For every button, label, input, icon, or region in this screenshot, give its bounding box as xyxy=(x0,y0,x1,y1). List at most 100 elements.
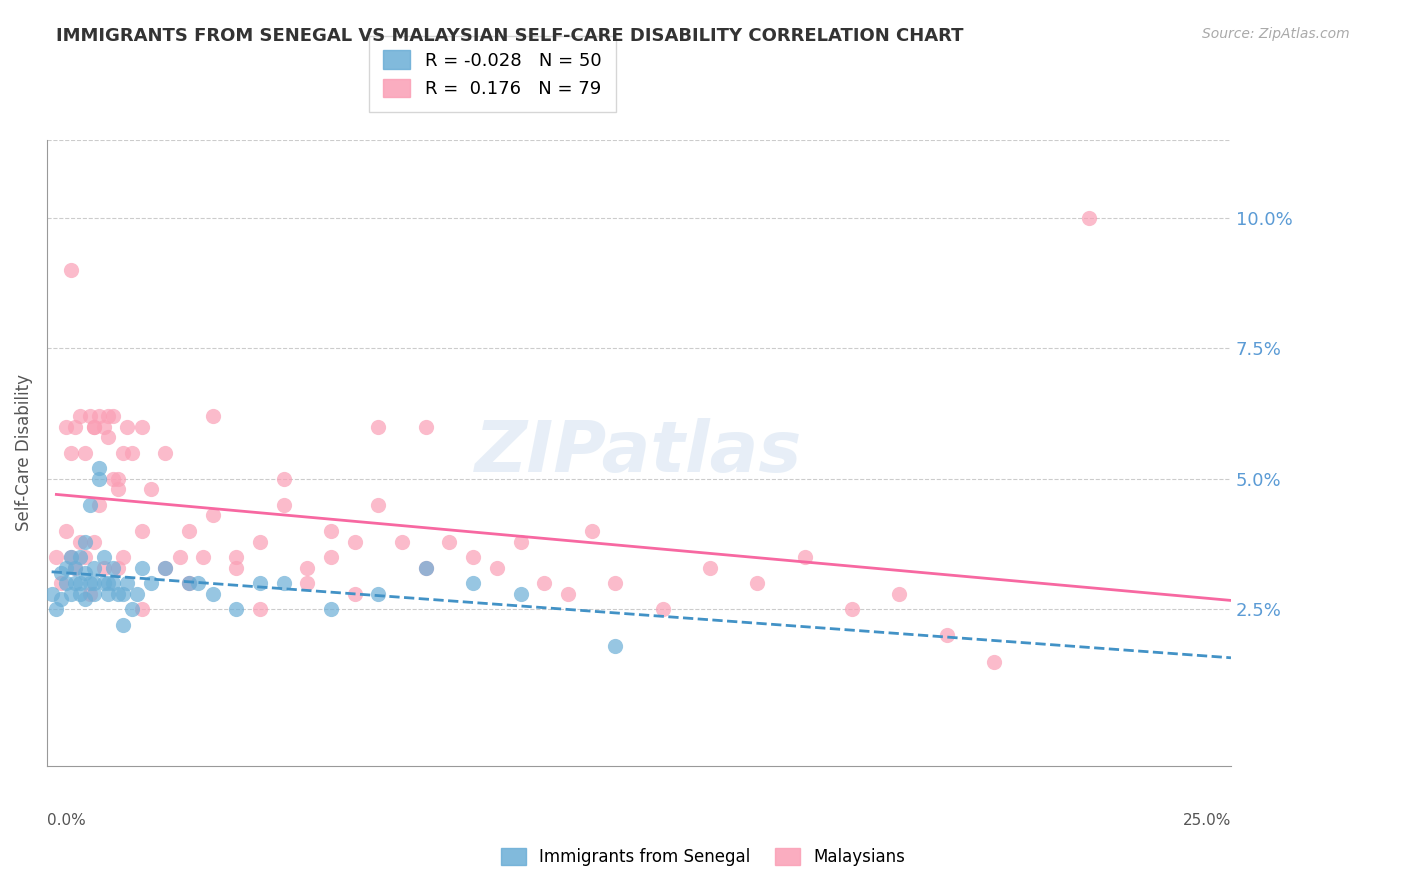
Point xyxy=(103,560,125,574)
Point xyxy=(139,576,162,591)
Point xyxy=(73,591,96,606)
Point xyxy=(841,602,863,616)
Point xyxy=(509,587,531,601)
Point xyxy=(557,587,579,601)
Point xyxy=(111,446,134,460)
Point xyxy=(485,560,508,574)
Point xyxy=(201,587,224,601)
Point xyxy=(107,483,129,497)
Point xyxy=(59,587,82,601)
Point xyxy=(225,602,247,616)
Point xyxy=(93,576,115,591)
Point xyxy=(59,550,82,565)
Point xyxy=(83,419,105,434)
Point xyxy=(83,576,105,591)
Point xyxy=(73,566,96,580)
Point xyxy=(983,655,1005,669)
Text: IMMIGRANTS FROM SENEGAL VS MALAYSIAN SELF-CARE DISABILITY CORRELATION CHART: IMMIGRANTS FROM SENEGAL VS MALAYSIAN SEL… xyxy=(56,27,963,45)
Point xyxy=(97,587,120,601)
Text: 25.0%: 25.0% xyxy=(1182,813,1232,828)
Point xyxy=(273,498,295,512)
Point xyxy=(581,524,603,538)
Point xyxy=(319,524,342,538)
Legend: Immigrants from Senegal, Malaysians: Immigrants from Senegal, Malaysians xyxy=(492,840,914,875)
Point xyxy=(249,534,271,549)
Point xyxy=(49,591,72,606)
Point xyxy=(97,430,120,444)
Point xyxy=(87,409,110,424)
Point xyxy=(55,419,77,434)
Point xyxy=(319,550,342,565)
Point xyxy=(121,602,143,616)
Point xyxy=(177,576,200,591)
Point xyxy=(343,587,366,601)
Text: 0.0%: 0.0% xyxy=(46,813,86,828)
Point xyxy=(249,602,271,616)
Point xyxy=(155,560,177,574)
Point xyxy=(935,628,957,642)
Text: ZIPatlas: ZIPatlas xyxy=(475,418,803,487)
Point xyxy=(73,446,96,460)
Point xyxy=(297,560,319,574)
Legend: R = -0.028   N = 50, R =  0.176   N = 79: R = -0.028 N = 50, R = 0.176 N = 79 xyxy=(368,36,616,112)
Point xyxy=(605,639,627,653)
Point xyxy=(87,498,110,512)
Point xyxy=(605,576,627,591)
Point xyxy=(187,576,209,591)
Point xyxy=(59,263,82,277)
Point xyxy=(225,560,247,574)
Point xyxy=(79,498,101,512)
Point xyxy=(509,534,531,549)
Point xyxy=(463,550,485,565)
Text: Source: ZipAtlas.com: Source: ZipAtlas.com xyxy=(1202,27,1350,41)
Point xyxy=(367,498,389,512)
Point xyxy=(111,587,134,601)
Point xyxy=(367,587,389,601)
Point xyxy=(107,472,129,486)
Point xyxy=(83,587,105,601)
Point xyxy=(131,419,153,434)
Point xyxy=(45,602,67,616)
Point xyxy=(125,587,148,601)
Point xyxy=(79,587,101,601)
Point xyxy=(87,472,110,486)
Point xyxy=(201,409,224,424)
Point xyxy=(131,602,153,616)
Point xyxy=(415,419,437,434)
Point xyxy=(273,576,295,591)
Point xyxy=(131,524,153,538)
Point xyxy=(41,587,63,601)
Point xyxy=(131,560,153,574)
Point xyxy=(69,550,91,565)
Point xyxy=(107,587,129,601)
Point xyxy=(83,419,105,434)
Point xyxy=(415,560,437,574)
Point xyxy=(793,550,815,565)
Point xyxy=(747,576,769,591)
Point xyxy=(65,560,87,574)
Point xyxy=(155,560,177,574)
Point xyxy=(69,587,91,601)
Point xyxy=(69,576,91,591)
Point xyxy=(117,419,139,434)
Point xyxy=(889,587,911,601)
Point xyxy=(273,472,295,486)
Point xyxy=(93,550,115,565)
Point xyxy=(103,576,125,591)
Point xyxy=(69,409,91,424)
Point xyxy=(367,419,389,434)
Point xyxy=(45,550,67,565)
Point xyxy=(97,409,120,424)
Point xyxy=(93,560,115,574)
Point xyxy=(177,524,200,538)
Point xyxy=(79,576,101,591)
Point xyxy=(73,534,96,549)
Point xyxy=(83,534,105,549)
Point xyxy=(121,446,143,460)
Point xyxy=(59,446,82,460)
Point xyxy=(55,576,77,591)
Point xyxy=(651,602,673,616)
Point xyxy=(177,576,200,591)
Point xyxy=(415,560,437,574)
Point xyxy=(391,534,413,549)
